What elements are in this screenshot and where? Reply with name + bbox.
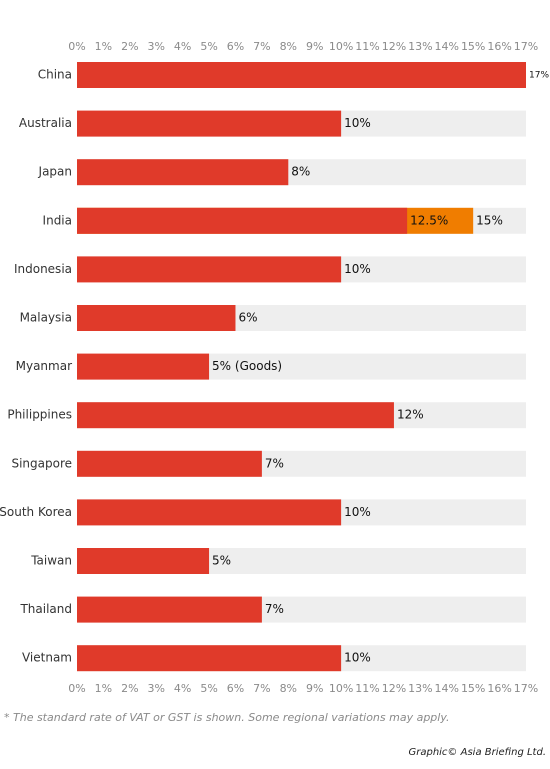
- bar: [77, 548, 210, 574]
- category-label: Vietnam: [22, 651, 72, 665]
- x-tick-label: 4%: [174, 40, 191, 53]
- category-label: Malaysia: [20, 311, 72, 325]
- category-label: Philippines: [7, 408, 72, 422]
- bar: [77, 159, 289, 186]
- bar: [77, 596, 262, 623]
- x-tick-label: 8%: [280, 682, 297, 695]
- value-label: 10%: [344, 651, 371, 665]
- x-tick-label: 17%: [514, 682, 538, 695]
- bar: [77, 645, 342, 672]
- footnote: * The standard rate of VAT or GST is sho…: [4, 711, 450, 724]
- x-tick-label: 16%: [487, 40, 511, 53]
- value-label: 10%: [344, 505, 371, 519]
- x-tick-label: 14%: [435, 682, 459, 695]
- x-tick-label: 14%: [435, 40, 459, 53]
- x-tick-label: 10%: [329, 40, 353, 53]
- category-label: Japan: [38, 165, 72, 179]
- bar: [77, 62, 526, 88]
- x-tick-label: 5%: [200, 682, 217, 695]
- bar: [77, 499, 342, 526]
- x-tick-label: 2%: [121, 40, 138, 53]
- x-tick-label: 15%: [461, 40, 485, 53]
- category-label: Myanmar: [16, 359, 72, 373]
- bar: [77, 450, 262, 477]
- value-label: 6%: [238, 311, 257, 325]
- bar: [77, 207, 408, 234]
- bar: [77, 305, 236, 331]
- x-tick-label: 0%: [68, 40, 85, 53]
- x-tick-label: 17%: [514, 40, 538, 53]
- x-tick-label: 3%: [148, 682, 165, 695]
- x-tick-label: 16%: [487, 682, 511, 695]
- x-tick-label: 9%: [306, 40, 323, 53]
- x-tick-label: 12%: [382, 40, 406, 53]
- x-tick-label: 5%: [200, 40, 217, 53]
- value-label: 5% (Goods): [212, 359, 282, 373]
- category-label: Indonesia: [14, 262, 72, 276]
- category-label: India: [43, 213, 72, 227]
- category-label: Australia: [19, 116, 72, 130]
- value-label: 10%: [344, 262, 371, 276]
- x-tick-label: 11%: [355, 682, 379, 695]
- x-tick-label: 3%: [148, 40, 165, 53]
- x-tick-label: 1%: [95, 40, 112, 53]
- category-label: Thailand: [19, 602, 72, 616]
- credit: Graphic© Asia Briefing Ltd.: [408, 747, 546, 758]
- x-tick-label: 10%: [329, 682, 353, 695]
- value-label: 12.5%: [410, 213, 448, 227]
- x-tick-label: 8%: [280, 40, 297, 53]
- x-tick-label: 13%: [408, 40, 432, 53]
- x-tick-label: 15%: [461, 682, 485, 695]
- value-label: 10%: [344, 116, 371, 130]
- category-label: Taiwan: [30, 554, 72, 568]
- x-tick-label: 13%: [408, 682, 432, 695]
- x-tick-label: 2%: [121, 682, 138, 695]
- value-label: 7%: [265, 602, 284, 616]
- value-label: 8%: [291, 165, 310, 179]
- x-tick-label: 4%: [174, 682, 191, 695]
- category-label: South Korea: [0, 505, 72, 519]
- bar: [77, 402, 394, 429]
- value-label: 17%: [529, 71, 549, 81]
- x-tick-label: 6%: [227, 40, 244, 53]
- x-tick-label: 11%: [355, 40, 379, 53]
- value-label: 15%: [476, 213, 503, 227]
- bar: [77, 353, 210, 380]
- x-tick-label: 7%: [253, 40, 270, 53]
- value-label: 12%: [397, 408, 424, 422]
- x-tick-label: 9%: [306, 682, 323, 695]
- value-label: 5%: [212, 554, 231, 568]
- x-tick-label: 1%: [95, 682, 112, 695]
- bar: [77, 256, 342, 283]
- x-tick-label: 12%: [382, 682, 406, 695]
- x-tick-label: 0%: [68, 682, 85, 695]
- x-tick-label: 6%: [227, 682, 244, 695]
- category-label: China: [38, 68, 72, 82]
- category-label: Singapore: [11, 456, 72, 470]
- value-label: 7%: [265, 456, 284, 470]
- bar: [77, 110, 342, 137]
- x-tick-label: 7%: [253, 682, 270, 695]
